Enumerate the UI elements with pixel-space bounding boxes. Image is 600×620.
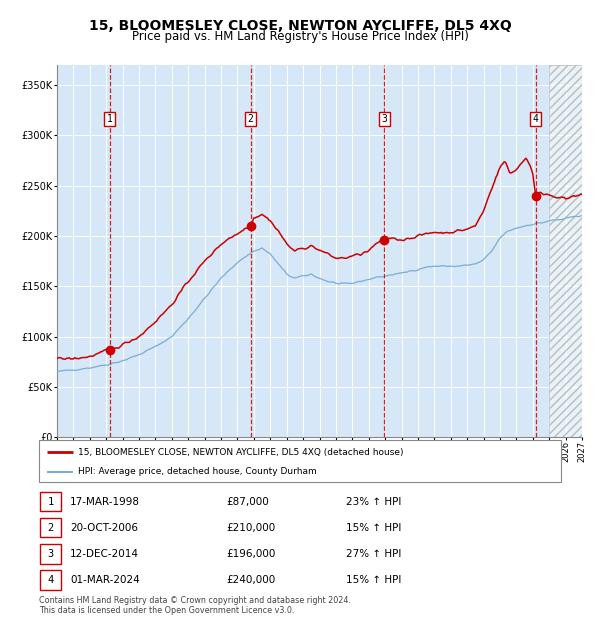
Text: 15, BLOOMESLEY CLOSE, NEWTON AYCLIFFE, DL5 4XQ (detached house): 15, BLOOMESLEY CLOSE, NEWTON AYCLIFFE, D…	[78, 448, 404, 456]
Text: 12-DEC-2014: 12-DEC-2014	[70, 549, 139, 559]
Text: HPI: Average price, detached house, County Durham: HPI: Average price, detached house, Coun…	[78, 467, 317, 476]
Text: 01-MAR-2024: 01-MAR-2024	[70, 575, 140, 585]
Text: £87,000: £87,000	[226, 497, 269, 507]
Text: £240,000: £240,000	[226, 575, 275, 585]
Text: 20-OCT-2006: 20-OCT-2006	[70, 523, 138, 533]
Bar	[549, 65, 582, 437]
Text: Price paid vs. HM Land Registry's House Price Index (HPI): Price paid vs. HM Land Registry's House …	[131, 30, 469, 43]
Text: Contains HM Land Registry data © Crown copyright and database right 2024.
This d: Contains HM Land Registry data © Crown c…	[39, 596, 351, 615]
Text: 2: 2	[248, 114, 254, 124]
Text: 1: 1	[107, 114, 113, 124]
Text: 3: 3	[47, 549, 53, 559]
Text: 3: 3	[382, 114, 387, 124]
Text: 23% ↑ HPI: 23% ↑ HPI	[346, 497, 401, 507]
Bar	[549, 65, 582, 437]
Text: 27% ↑ HPI: 27% ↑ HPI	[346, 549, 401, 559]
Text: 17-MAR-1998: 17-MAR-1998	[70, 497, 140, 507]
Text: £210,000: £210,000	[226, 523, 275, 533]
Text: 15% ↑ HPI: 15% ↑ HPI	[346, 523, 401, 533]
Text: 15% ↑ HPI: 15% ↑ HPI	[346, 575, 401, 585]
Text: 4: 4	[533, 114, 539, 124]
Text: 2: 2	[47, 523, 53, 533]
Text: £196,000: £196,000	[226, 549, 275, 559]
Text: 4: 4	[47, 575, 53, 585]
Text: 1: 1	[47, 497, 53, 507]
Text: 15, BLOOMESLEY CLOSE, NEWTON AYCLIFFE, DL5 4XQ: 15, BLOOMESLEY CLOSE, NEWTON AYCLIFFE, D…	[89, 19, 511, 33]
